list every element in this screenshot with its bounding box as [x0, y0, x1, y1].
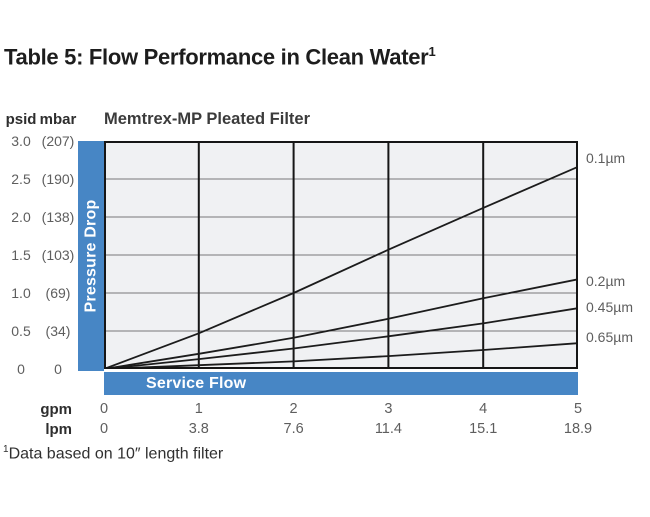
lpm-unit-label: lpm — [45, 421, 72, 438]
gpm-unit-label: gpm — [40, 401, 72, 418]
page-title: Table 5: Flow Performance in Clean Water… — [4, 44, 436, 70]
ytick-mbar-1: (190) — [41, 171, 75, 187]
xtick-gpm-4: 4 — [479, 401, 488, 417]
xtick-gpm-0: 0 — [99, 401, 109, 417]
series-label-0.2µm: 0.2µm — [586, 273, 626, 289]
pressure-drop-label: Pressure Drop — [82, 199, 99, 313]
page-title-text: Table 5: Flow Performance in Clean Water — [4, 44, 429, 70]
ytick-psid-2: 2.0 — [11, 209, 31, 225]
ytick-psid-5: 0.5 — [11, 323, 31, 339]
xtick-gpm-3: 3 — [384, 401, 393, 417]
series-labels: 0.1µm 0.2µm 0.45µm 0.65µm — [586, 0, 648, 517]
ytick-psid-4: 1.0 — [11, 285, 31, 301]
y-axis-mbar-ticks: (207) (190) (138) (103) (69) (34) 0 — [37, 133, 79, 377]
ytick-mbar-6: 0 — [54, 361, 62, 377]
xtick-lpm-0: 0 — [99, 421, 109, 437]
x-axis-gpm-ticks: 0 1 2 3 4 5 — [100, 401, 582, 419]
ytick-mbar-0: (207) — [41, 133, 75, 149]
y-axis-psid-ticks: 3.0 2.5 2.0 1.5 1.0 0.5 0 — [0, 133, 42, 377]
unit-psid-label: psid — [5, 111, 37, 128]
ytick-mbar-2: (138) — [41, 209, 75, 225]
x-axis-lpm-ticks: 0 3.8 7.6 11.4 15.1 18.9 — [100, 421, 592, 439]
pressure-drop-axis-band: Pressure Drop — [78, 141, 104, 371]
unit-mbar-label: mbar — [39, 111, 77, 128]
footnote-text: Data based on 10″ length filter — [8, 445, 224, 463]
plot-area — [104, 141, 578, 369]
series-line-0.45µm — [104, 307, 578, 369]
page-title-superscript: 1 — [428, 44, 436, 59]
xtick-gpm-2: 2 — [289, 401, 298, 417]
ytick-mbar-5: (34) — [45, 323, 71, 339]
ytick-psid-6: 0 — [17, 361, 25, 377]
ytick-psid-1: 2.5 — [11, 171, 31, 187]
service-flow-axis-band: Service Flow — [104, 372, 578, 395]
flow-chart-canvas — [104, 141, 578, 369]
ytick-psid-0: 3.0 — [11, 133, 31, 149]
xtick-lpm-3: 11.4 — [374, 421, 402, 437]
series-label-0.1µm: 0.1µm — [586, 150, 626, 166]
xtick-lpm-4: 15.1 — [469, 421, 498, 437]
series-line-0.2µm — [104, 278, 578, 369]
series-label-0.45µm: 0.45µm — [586, 299, 633, 315]
xtick-lpm-2: 7.6 — [283, 421, 304, 437]
xtick-gpm-5: 5 — [573, 401, 583, 417]
chart-title: Memtrex-MP Pleated Filter — [104, 110, 311, 128]
series-line-0.65µm — [104, 342, 578, 369]
plot-border — [104, 141, 578, 369]
ytick-mbar-3: (103) — [41, 247, 75, 263]
xtick-lpm-1: 3.8 — [188, 421, 209, 437]
footnote: 1Data based on 10″ length filter — [3, 444, 223, 463]
series-line-0.1µm — [104, 165, 578, 369]
service-flow-label: Service Flow — [146, 375, 247, 392]
xtick-gpm-1: 1 — [194, 401, 203, 417]
series-label-0.65µm: 0.65µm — [586, 329, 633, 345]
ytick-psid-3: 1.5 — [11, 247, 31, 263]
ytick-mbar-4: (69) — [45, 285, 71, 301]
y-axis-units-header: psid mbar — [0, 111, 90, 131]
footnote-superscript: 1 — [3, 444, 9, 455]
xtick-lpm-5: 18.9 — [563, 421, 593, 437]
